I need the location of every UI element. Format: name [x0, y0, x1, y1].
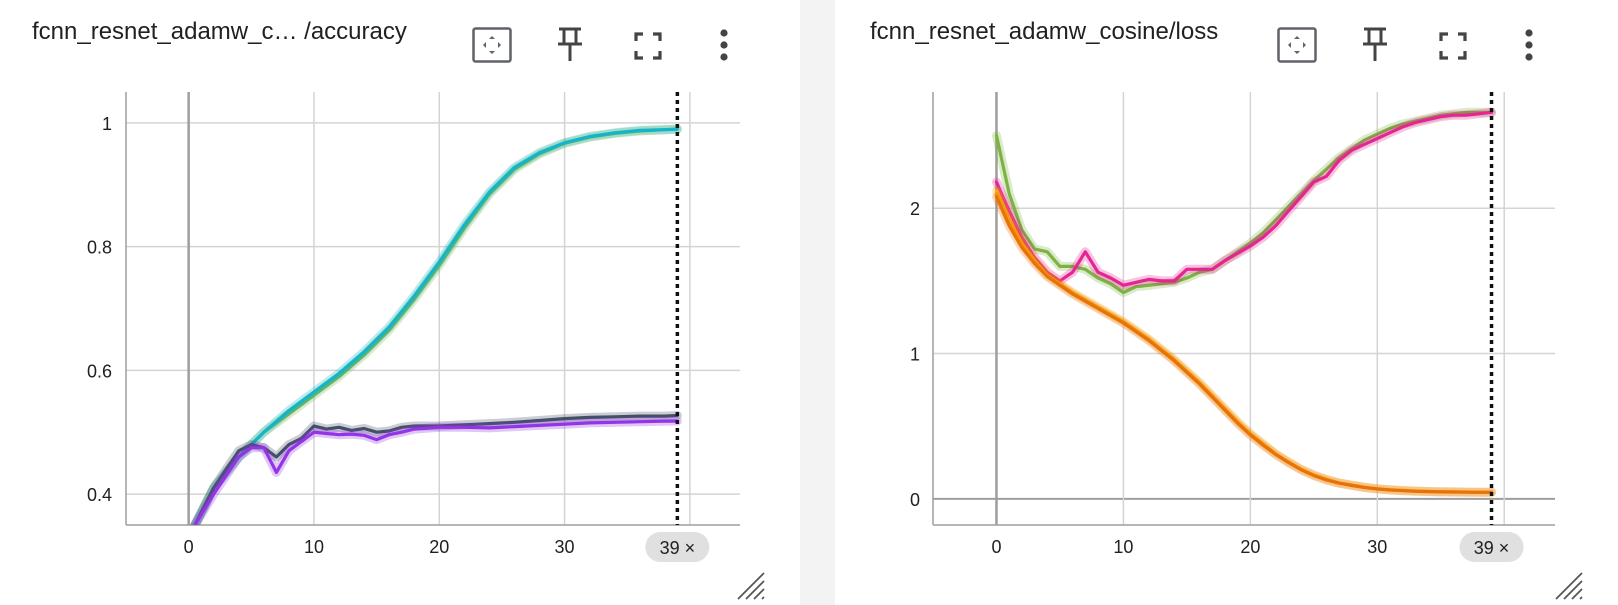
more-vert-icon [720, 29, 728, 61]
series-raw-line [992, 107, 1496, 290]
series-raw-line [992, 186, 1496, 497]
grid [933, 92, 1555, 525]
y-tick-label: 2 [910, 199, 920, 219]
series-raw-line [190, 124, 682, 525]
card-divider [800, 0, 835, 605]
card-title: fcnn_resnet_adamw_c… /accuracy [32, 18, 407, 45]
series-1 [992, 107, 1496, 290]
series-0 [992, 107, 1496, 297]
series-line [994, 110, 1494, 295]
x-tick-label: 10 [1113, 537, 1133, 557]
series-line [193, 127, 679, 525]
series-line [193, 419, 679, 525]
step-badge-label: 39 × [1474, 538, 1510, 558]
step-badge[interactable]: 39 × [645, 532, 710, 562]
resize-handle-icon[interactable] [1555, 572, 1583, 600]
more-options-button[interactable] [704, 25, 744, 65]
fit-domain-button[interactable] [472, 25, 512, 65]
series-3 [992, 192, 1496, 497]
more-options-button[interactable] [1509, 25, 1549, 65]
y-tick-label: 0.6 [87, 361, 112, 381]
fullscreen-icon [1439, 32, 1467, 60]
pin-icon [1363, 27, 1387, 61]
series-raw-line [190, 416, 682, 525]
series-raw-line [190, 124, 682, 525]
fullscreen-button[interactable] [628, 26, 668, 66]
series-line [994, 195, 1494, 494]
x-tick-label: 10 [304, 537, 324, 557]
x-tick-label: 0 [184, 537, 194, 557]
series-line [193, 127, 679, 525]
pin-icon [558, 27, 582, 61]
x-tick-label: 30 [1367, 537, 1387, 557]
step-badge-bg [1459, 532, 1524, 562]
series-line [994, 110, 1494, 287]
pin-button[interactable] [1355, 25, 1395, 65]
y-tick-label: 1 [910, 345, 920, 365]
y-tick-label: 1 [102, 114, 112, 134]
fit-domain-button[interactable] [1277, 25, 1317, 65]
x-tick-label: 0 [991, 537, 1001, 557]
x-tick-label: 20 [1240, 537, 1260, 557]
grid [126, 92, 740, 525]
series-2 [992, 186, 1496, 497]
loss-card: fcnn_resnet_adamw_cosine/loss 0 1 2 0 10 20 30… [835, 0, 1618, 605]
series-0 [190, 124, 682, 525]
step-badge-bg [645, 532, 710, 562]
accuracy-card: fcnn_resnet_adamw_c… /accuracy 0.4 0.6 0.8… [0, 0, 800, 605]
x-tick-label: 20 [429, 537, 449, 557]
fit-domain-icon [472, 27, 512, 63]
fullscreen-icon [634, 32, 662, 60]
step-badge-label: 39 × [660, 538, 696, 558]
x-tick-label: 30 [555, 537, 575, 557]
y-tick-label: 0.4 [87, 485, 112, 505]
y-tick-label: 0.8 [87, 238, 112, 258]
y-tick-label: 0 [910, 490, 920, 510]
series-3 [190, 416, 682, 525]
pin-button[interactable] [550, 25, 590, 65]
series-1 [190, 124, 682, 525]
series-line [994, 189, 1494, 494]
resize-handle-icon[interactable] [737, 572, 765, 600]
card-title: fcnn_resnet_adamw_cosine/loss [870, 18, 1219, 45]
accuracy-chart[interactable]: 0.40.60.810 10 20 30 39 × [0, 0, 800, 605]
more-vert-icon [1525, 29, 1533, 61]
fullscreen-button[interactable] [1433, 26, 1473, 66]
step-badge[interactable]: 39 × [1459, 532, 1524, 562]
series-raw-line [992, 192, 1496, 497]
fit-domain-icon [1277, 27, 1317, 63]
